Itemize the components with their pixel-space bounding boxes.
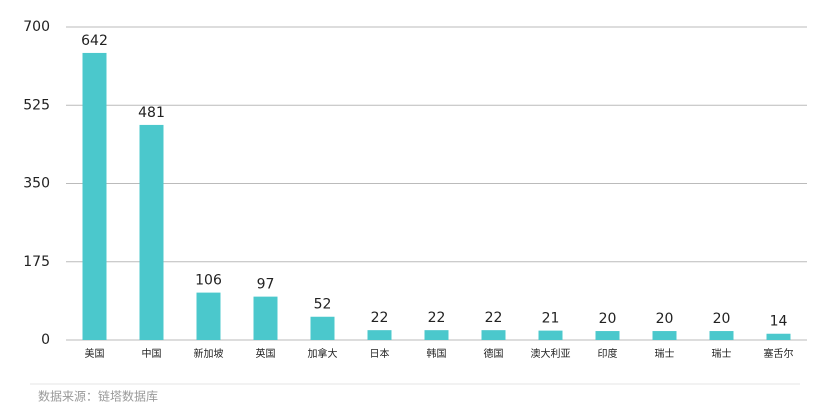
data-label: 52 <box>314 297 332 313</box>
x-tick-label: 塞舌尔 <box>764 347 794 360</box>
x-tick-label: 瑞士 <box>712 347 732 360</box>
bar <box>367 330 392 340</box>
bar <box>253 296 278 340</box>
bar <box>310 316 335 340</box>
x-tick-label: 加拿大 <box>308 347 338 360</box>
source-note: 数据来源：链塔数据库 <box>38 389 158 404</box>
bar <box>139 124 164 340</box>
x-tick-label: 美国 <box>85 347 105 360</box>
x-tick-label: 德国 <box>484 347 504 360</box>
bar <box>709 331 734 340</box>
y-tick-label: 175 <box>23 254 50 270</box>
bar <box>766 333 791 340</box>
x-tick-label: 韩国 <box>427 347 447 360</box>
data-label: 20 <box>713 311 731 327</box>
bar <box>652 331 677 340</box>
bar <box>82 52 107 340</box>
data-label: 481 <box>138 105 165 121</box>
y-tick-label: 350 <box>23 176 50 192</box>
y-tick-label: 700 <box>23 19 50 35</box>
bar <box>424 330 449 340</box>
bar <box>481 330 506 340</box>
x-tick-label: 中国 <box>142 347 162 360</box>
bar <box>595 331 620 340</box>
data-label: 20 <box>599 311 617 327</box>
x-tick-label: 瑞士 <box>655 347 675 360</box>
data-label: 22 <box>371 310 389 326</box>
data-label: 14 <box>770 314 788 330</box>
data-label: 642 <box>81 33 108 49</box>
bar <box>538 330 563 340</box>
x-tick-label: 澳大利亚 <box>531 347 571 360</box>
data-label: 106 <box>195 273 222 289</box>
x-tick-label: 新加坡 <box>194 347 224 360</box>
data-label: 97 <box>257 277 275 293</box>
y-tick-label: 0 <box>41 332 50 348</box>
x-tick-label: 印度 <box>598 347 618 360</box>
data-label: 22 <box>485 310 503 326</box>
data-label: 20 <box>656 311 674 327</box>
data-label: 22 <box>428 310 446 326</box>
x-tick-label: 日本 <box>370 347 390 360</box>
y-tick-label: 525 <box>23 97 50 113</box>
x-tick-label: 英国 <box>256 347 276 360</box>
data-label: 21 <box>542 311 560 327</box>
bar <box>196 292 221 340</box>
